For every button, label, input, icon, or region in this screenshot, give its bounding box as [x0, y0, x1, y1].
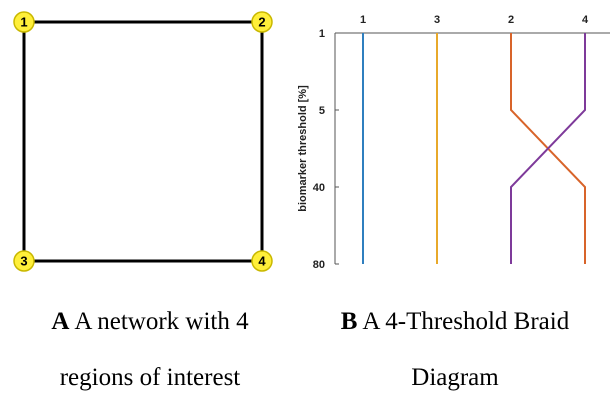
network-diagram: 1 2 3 4: [13, 11, 273, 272]
caption-a: A A network with 4 regions of interest: [0, 294, 300, 406]
x-tick-label: 2: [508, 14, 514, 26]
caption-b-text: A 4-Threshold Braid: [362, 308, 570, 335]
network-node-3: [13, 250, 35, 272]
y-tick-label: 80: [313, 259, 325, 271]
y-tick-label: 5: [319, 105, 325, 117]
network-node-1: [13, 11, 35, 33]
y-tick-label: 40: [313, 182, 325, 194]
braid-panel: 1 5 40 80 1 3 2 4 biomarker threshold [%]: [290, 0, 610, 290]
caption-b-letter: B: [340, 308, 358, 335]
y-tick-label: 1: [319, 28, 325, 40]
network-panel: 1 2 3 4: [0, 0, 300, 290]
x-tick-label: 3: [434, 14, 440, 26]
x-tick-label: 1: [360, 14, 366, 26]
caption-b-line2: Diagram: [411, 364, 499, 391]
braid-diagram: 1 5 40 80 1 3 2 4 biomarker threshold [%]: [297, 14, 610, 271]
network-node-label-4: 4: [258, 254, 266, 269]
caption-a-line2: regions of interest: [59, 364, 241, 391]
network-node-2: [251, 11, 273, 33]
caption-a-line1: A A network with 4: [0, 294, 300, 350]
x-tick-label: 4: [582, 14, 589, 26]
braid-strand-4: [510, 33, 586, 264]
caption-b-line1: B A 4-Threshold Braid: [300, 294, 610, 350]
caption-a-letter: A: [51, 308, 70, 335]
caption-a-text: A network with 4: [74, 308, 249, 335]
network-node-label-1: 1: [20, 15, 27, 30]
network-node-4: [251, 250, 273, 272]
y-axis-label: biomarker threshold [%]: [297, 85, 309, 212]
network-node-label-2: 2: [258, 15, 265, 30]
caption-b: B A 4-Threshold Braid Diagram: [300, 294, 610, 406]
network-node-label-3: 3: [20, 254, 27, 269]
